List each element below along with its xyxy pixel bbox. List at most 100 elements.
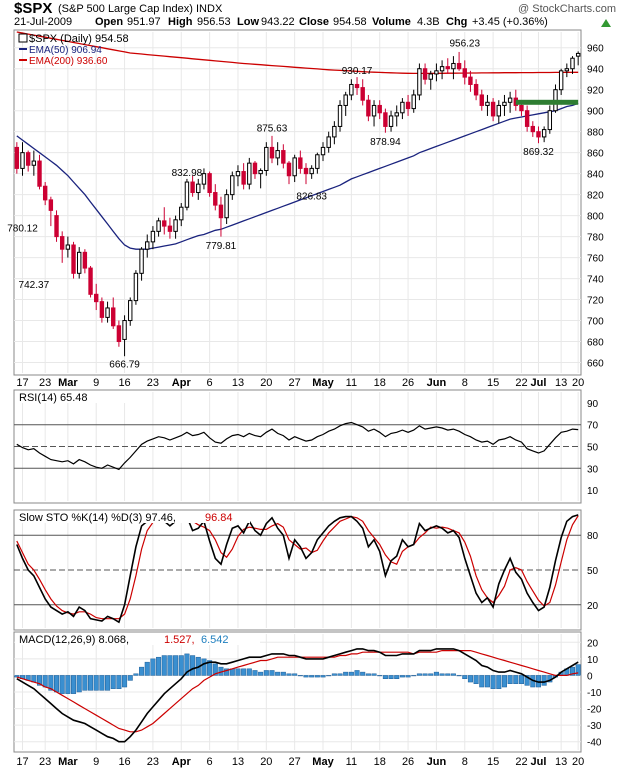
macd-hist-bar xyxy=(178,655,184,676)
candle-down xyxy=(207,173,212,194)
x-tick-label: Jun xyxy=(427,377,447,389)
candle-up xyxy=(388,115,394,127)
x-tick-label: 11 xyxy=(346,377,357,389)
candle-up xyxy=(315,154,320,169)
y-tick-label: -30 xyxy=(587,721,602,732)
y-tick-label: 820 xyxy=(587,191,604,202)
x-tick-label: 22 xyxy=(515,756,527,768)
macd-legend-box xyxy=(15,633,260,645)
macd-hist-bar xyxy=(326,675,332,677)
x-tick-label: 15 xyxy=(487,756,499,768)
macd-hist-bar xyxy=(399,675,405,678)
macd-hist-bar xyxy=(371,673,377,676)
macd-hist-bar xyxy=(14,675,20,678)
candle-up xyxy=(128,300,133,322)
candle-up xyxy=(264,146,269,171)
x-tick-label: 23 xyxy=(147,756,159,768)
quote-high-label: High xyxy=(168,16,193,28)
x-tick-label: Apr xyxy=(172,377,192,389)
x-tick-label: Apr xyxy=(172,756,192,768)
candle-up xyxy=(179,206,184,221)
candle-up xyxy=(332,125,337,138)
rsi-legend-box xyxy=(15,391,151,403)
macd-hist-bar xyxy=(122,675,128,688)
x-tick-label: Jun xyxy=(427,756,447,768)
candle-down xyxy=(241,171,246,185)
price-annotation: 956.23 xyxy=(449,39,480,50)
candle-down xyxy=(354,83,360,89)
y-tick-label: 880 xyxy=(587,128,604,139)
macd-hist-bar xyxy=(207,660,213,676)
price-annotation: 875.63 xyxy=(257,123,288,134)
x-tick-label: 20 xyxy=(260,756,272,768)
macd-hist-bar xyxy=(382,675,388,679)
candle-down xyxy=(88,267,93,295)
x-tick-label: 20 xyxy=(260,377,272,389)
candle-up xyxy=(507,97,513,103)
macd-hist-bar xyxy=(235,668,241,676)
x-tick-label: 13 xyxy=(232,377,244,389)
quote-date: 21-Jul-2009 xyxy=(14,16,72,28)
macd-hist-bar xyxy=(365,673,371,676)
y-tick-label: -20 xyxy=(587,705,602,716)
candle-up xyxy=(400,101,405,114)
candle-up xyxy=(541,129,547,138)
macd-hist-bar xyxy=(150,658,156,676)
macd-hist-bar xyxy=(190,655,196,676)
macd-hist-bar xyxy=(331,673,337,676)
macd-hist-bar xyxy=(133,673,139,676)
candle-down xyxy=(462,68,467,78)
y-tick-label: 10 xyxy=(587,486,599,497)
quote-chg: +3.45 (+0.36%) xyxy=(472,16,548,28)
price-annotation: 832.98 xyxy=(172,168,203,179)
candle-up xyxy=(20,152,25,169)
macd-hist-bar xyxy=(348,671,354,676)
macd-hist-bar xyxy=(224,668,230,676)
macd-hist-bar xyxy=(258,671,264,676)
candle-up xyxy=(371,104,377,117)
price-annotation: 780.12 xyxy=(7,223,38,234)
y-tick-label: 20 xyxy=(587,601,599,612)
candle-down xyxy=(218,204,224,219)
macd-hist-bar xyxy=(450,673,456,676)
macd-hist-bar xyxy=(54,675,60,693)
price-annotation: 742.37 xyxy=(19,280,50,291)
price-panel xyxy=(13,29,582,376)
x-tick-label: 27 xyxy=(289,377,301,389)
macd-hist-bar xyxy=(263,670,269,676)
candle-up xyxy=(349,83,354,96)
candle-down xyxy=(383,112,388,127)
candle-up xyxy=(133,272,139,302)
candle-up xyxy=(326,136,331,148)
x-tick-label: 26 xyxy=(402,377,414,389)
candle-down xyxy=(99,301,105,318)
x-tick-label: 23 xyxy=(147,377,159,389)
macd-hist-bar xyxy=(518,675,524,684)
x-tick-label: 8 xyxy=(462,756,468,768)
macd-hist-bar xyxy=(445,673,451,676)
rsi-legend-label: RSI(14) 65.48 xyxy=(19,392,87,404)
candle-up xyxy=(451,62,456,70)
macd-hist-bar xyxy=(42,675,48,688)
x-tick-label: 27 xyxy=(289,756,301,768)
candle-down xyxy=(252,162,258,175)
candle-down xyxy=(445,66,450,70)
candle-down xyxy=(473,83,479,96)
x-tick-label: 20 xyxy=(572,377,584,389)
macd-hist-bar xyxy=(76,675,82,693)
macd-hist-bar xyxy=(173,655,179,676)
macd-hist-bar xyxy=(320,675,326,678)
candle-down xyxy=(286,162,292,177)
macd-hist-bar xyxy=(360,671,366,676)
y-tick-label: 960 xyxy=(587,44,604,55)
candle-up xyxy=(485,101,490,106)
candle-up xyxy=(547,110,553,131)
macd-hist-bar xyxy=(428,673,434,676)
candle-up xyxy=(343,94,348,106)
macd-hist-bar xyxy=(309,675,315,678)
macd-hist-bar xyxy=(473,675,479,684)
x-tick-label: 6 xyxy=(207,756,213,768)
y-tick-label: 660 xyxy=(587,359,604,370)
y-tick-label: -40 xyxy=(587,738,602,749)
